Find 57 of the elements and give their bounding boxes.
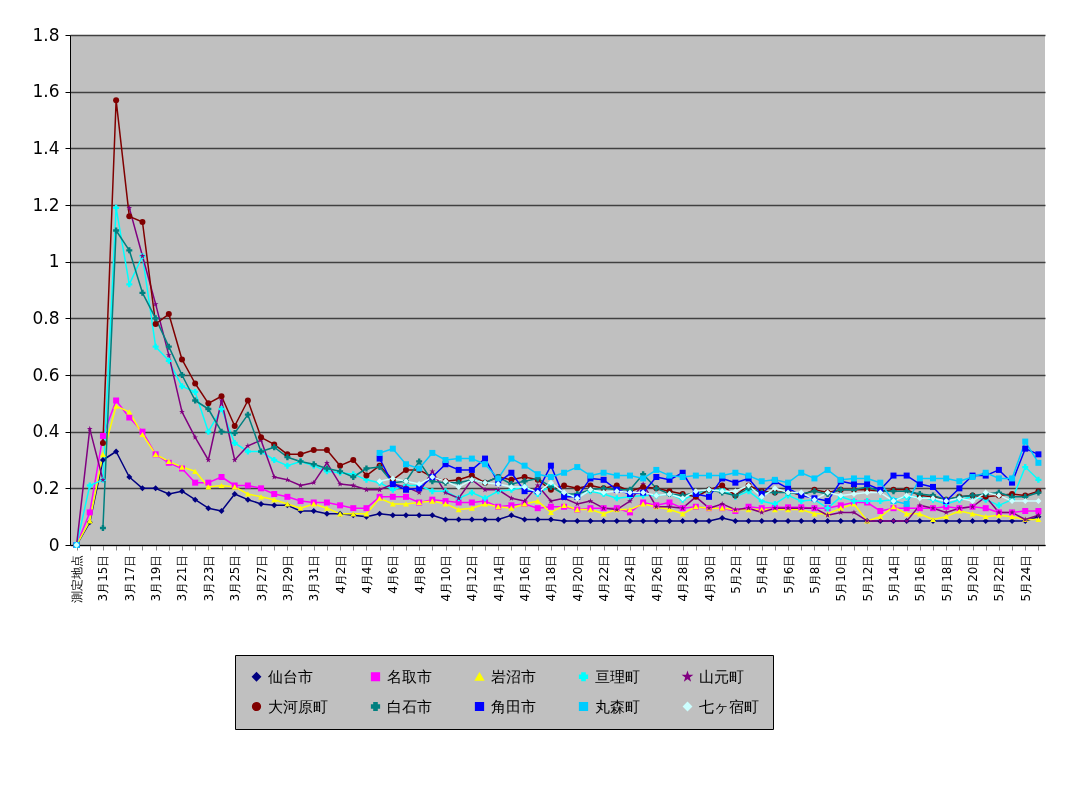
x-tick-label: 4月2日 (333, 554, 348, 594)
x-tick-label: 5月6日 (781, 554, 796, 594)
x-tick-label: 3月25日 (228, 554, 243, 602)
x-tick-label: 4月28日 (676, 554, 691, 602)
x-tick-label: 4月8日 (412, 554, 427, 594)
x-tick-label: 4月20日 (570, 554, 585, 602)
y-tick-label: 1.4 (32, 137, 60, 158)
y-tick-label: 1 (48, 251, 60, 272)
y-tick-label: 0.4 (32, 421, 60, 442)
legend-label: 白石市 (387, 697, 432, 716)
legend-label: 七ヶ宿町 (699, 697, 759, 716)
x-tick-label: 5月16日 (913, 554, 928, 602)
x-tick-label: 4月30日 (702, 554, 717, 602)
x-tick-label: 4月4日 (359, 554, 374, 594)
y-tick-label: 1.2 (32, 194, 60, 215)
legend-label: 仙台市 (268, 667, 313, 686)
x-tick-label: 5月24日 (1018, 554, 1033, 602)
x-tick-label: 5月2日 (728, 554, 743, 594)
x-tick-label: 4月24日 (623, 554, 638, 602)
legend-label: 角田市 (491, 697, 536, 716)
x-tick-label: 4月26日 (649, 554, 664, 602)
x-tick-label: 3月21日 (175, 554, 190, 602)
y-tick-label: 0.2 (32, 477, 60, 498)
x-tick-label: 5月10日 (834, 554, 849, 602)
x-tick-label: 測定地点 (70, 554, 85, 603)
x-tick-label: 3月23日 (201, 554, 216, 602)
legend-label: 亘理町 (595, 667, 640, 686)
legend-label: 山元町 (699, 667, 744, 686)
x-tick-label: 4月10日 (439, 554, 454, 602)
legend-label: 丸森町 (595, 697, 640, 716)
x-tick-label: 4月6日 (386, 554, 401, 594)
y-tick-label: 0.8 (32, 307, 60, 328)
x-tick-label: 5月8日 (807, 554, 822, 594)
x-tick-label: 3月19日 (149, 554, 164, 602)
x-tick-label: 3月27日 (254, 554, 269, 602)
y-tick-label: 1.6 (32, 81, 60, 102)
x-tick-label: 3月15日 (96, 554, 111, 602)
x-tick-label: 5月18日 (939, 554, 954, 602)
x-tick-label: 4月12日 (465, 554, 480, 602)
x-tick-label: 5月22日 (992, 554, 1007, 602)
x-tick-label: 3月31日 (307, 554, 322, 602)
x-tick-label: 4月14日 (491, 554, 506, 602)
x-tick-label: 4月16日 (518, 554, 533, 602)
x-tick-label: 5月14日 (886, 554, 901, 602)
legend-label: 岩沼市 (491, 667, 536, 686)
x-tick-label: 5月20日 (966, 554, 981, 602)
x-tick-label: 3月17日 (122, 554, 137, 602)
x-tick-label: 5月4日 (755, 554, 770, 594)
x-tick-label: 5月12日 (860, 554, 875, 602)
x-tick-label: 4月18日 (544, 554, 559, 602)
x-tick-label: 4月22日 (597, 554, 612, 602)
legend-label: 大河原町 (268, 697, 328, 716)
y-tick-label: 0.6 (32, 364, 60, 385)
legend-label: 名取市 (387, 667, 432, 686)
x-tick-label: 3月29日 (280, 554, 295, 602)
y-tick-label: 0 (48, 534, 60, 555)
y-tick-label: 1.8 (32, 24, 60, 45)
